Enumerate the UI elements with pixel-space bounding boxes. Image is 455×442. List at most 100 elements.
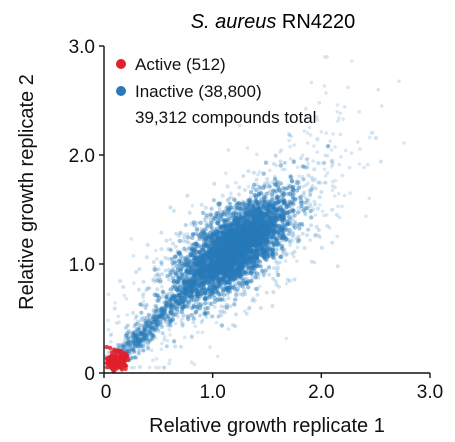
inactive-point (252, 226, 257, 231)
inactive-point (125, 323, 130, 328)
inactive-point (243, 270, 248, 275)
inactive-point (289, 179, 295, 184)
inactive-point (164, 304, 169, 308)
inactive-point (154, 327, 159, 331)
inactive-point (137, 339, 142, 344)
inactive-point (144, 337, 149, 342)
inactive-point (197, 291, 201, 295)
inactive-point (228, 255, 233, 260)
inactive-point (162, 337, 166, 342)
inactive-point (160, 311, 165, 316)
inactive-point (177, 292, 182, 297)
inactive-point (186, 293, 190, 298)
inactive-point (184, 297, 188, 301)
inactive-point (223, 261, 228, 266)
inactive-point (174, 309, 179, 314)
inactive-point (139, 310, 144, 315)
inactive-point (179, 299, 184, 304)
inactive-point (169, 303, 174, 308)
inactive-point (202, 311, 206, 316)
inactive-point (283, 259, 288, 263)
inactive-point (178, 299, 183, 304)
inactive-point (355, 140, 360, 144)
inactive-point (177, 304, 182, 309)
inactive-point (236, 280, 241, 284)
inactive-point (290, 184, 296, 190)
inactive-point (185, 232, 190, 236)
inactive-point (337, 215, 342, 220)
inactive-point (133, 341, 138, 345)
inactive-point (236, 256, 241, 261)
inactive-point (165, 303, 170, 308)
inactive-point (142, 336, 147, 341)
inactive-point (232, 257, 237, 262)
inactive-point (181, 290, 186, 295)
inactive-point (341, 117, 346, 121)
inactive-point (183, 286, 188, 291)
inactive-point (275, 270, 279, 274)
inactive-point (292, 143, 297, 147)
inactive-point (234, 312, 239, 317)
inactive-point (195, 239, 199, 244)
inactive-point (145, 345, 150, 350)
inactive-point (221, 247, 226, 252)
inactive-point (208, 230, 213, 235)
inactive-point (141, 295, 145, 299)
inactive-point (170, 304, 175, 309)
inactive-point (260, 204, 265, 209)
inactive-point (126, 339, 131, 343)
inactive-point (118, 279, 123, 284)
inactive-point (175, 301, 179, 306)
inactive-point (126, 336, 131, 341)
inactive-point (139, 338, 144, 343)
inactive-point (146, 320, 150, 324)
inactive-point (249, 255, 254, 261)
inactive-point (312, 260, 317, 265)
inactive-point (279, 148, 284, 152)
inactive-point (173, 254, 178, 259)
inactive-point (148, 328, 153, 333)
inactive-point (259, 240, 264, 244)
inactive-point (147, 286, 152, 290)
inactive-point (287, 133, 292, 138)
inactive-point (223, 256, 228, 261)
inactive-point (189, 281, 194, 286)
inactive-point (266, 231, 271, 235)
inactive-point (144, 332, 148, 337)
inactive-point (136, 337, 141, 342)
inactive-point (148, 325, 153, 329)
inactive-point (181, 277, 186, 282)
inactive-point (159, 307, 164, 312)
inactive-point (251, 238, 256, 244)
inactive-point (315, 115, 319, 119)
inactive-point (303, 165, 307, 170)
inactive-point (315, 118, 320, 122)
inactive-point (305, 156, 310, 161)
inactive-point (123, 336, 128, 341)
inactive-point (169, 295, 174, 300)
inactive-point (169, 302, 174, 307)
inactive-point (250, 218, 255, 223)
inactive-point (132, 349, 137, 354)
inactive-point (136, 334, 141, 339)
inactive-point (132, 365, 136, 370)
inactive-point (322, 84, 327, 88)
inactive-point (134, 333, 138, 338)
inactive-point (139, 337, 144, 342)
inactive-point (137, 337, 142, 342)
inactive-point (128, 347, 133, 352)
inactive-point (335, 264, 340, 269)
inactive-point (336, 204, 340, 209)
inactive-point (296, 210, 301, 215)
inactive-point (224, 245, 228, 250)
inactive-point (155, 319, 160, 324)
inactive-point (258, 170, 262, 174)
inactive-point (158, 313, 163, 318)
inactive-point (106, 327, 111, 332)
inactive-point (158, 322, 163, 327)
inactive-point (312, 144, 316, 148)
inactive-point (159, 230, 164, 235)
inactive-point (243, 282, 248, 287)
inactive-point (136, 345, 140, 349)
inactive-point (195, 278, 200, 283)
